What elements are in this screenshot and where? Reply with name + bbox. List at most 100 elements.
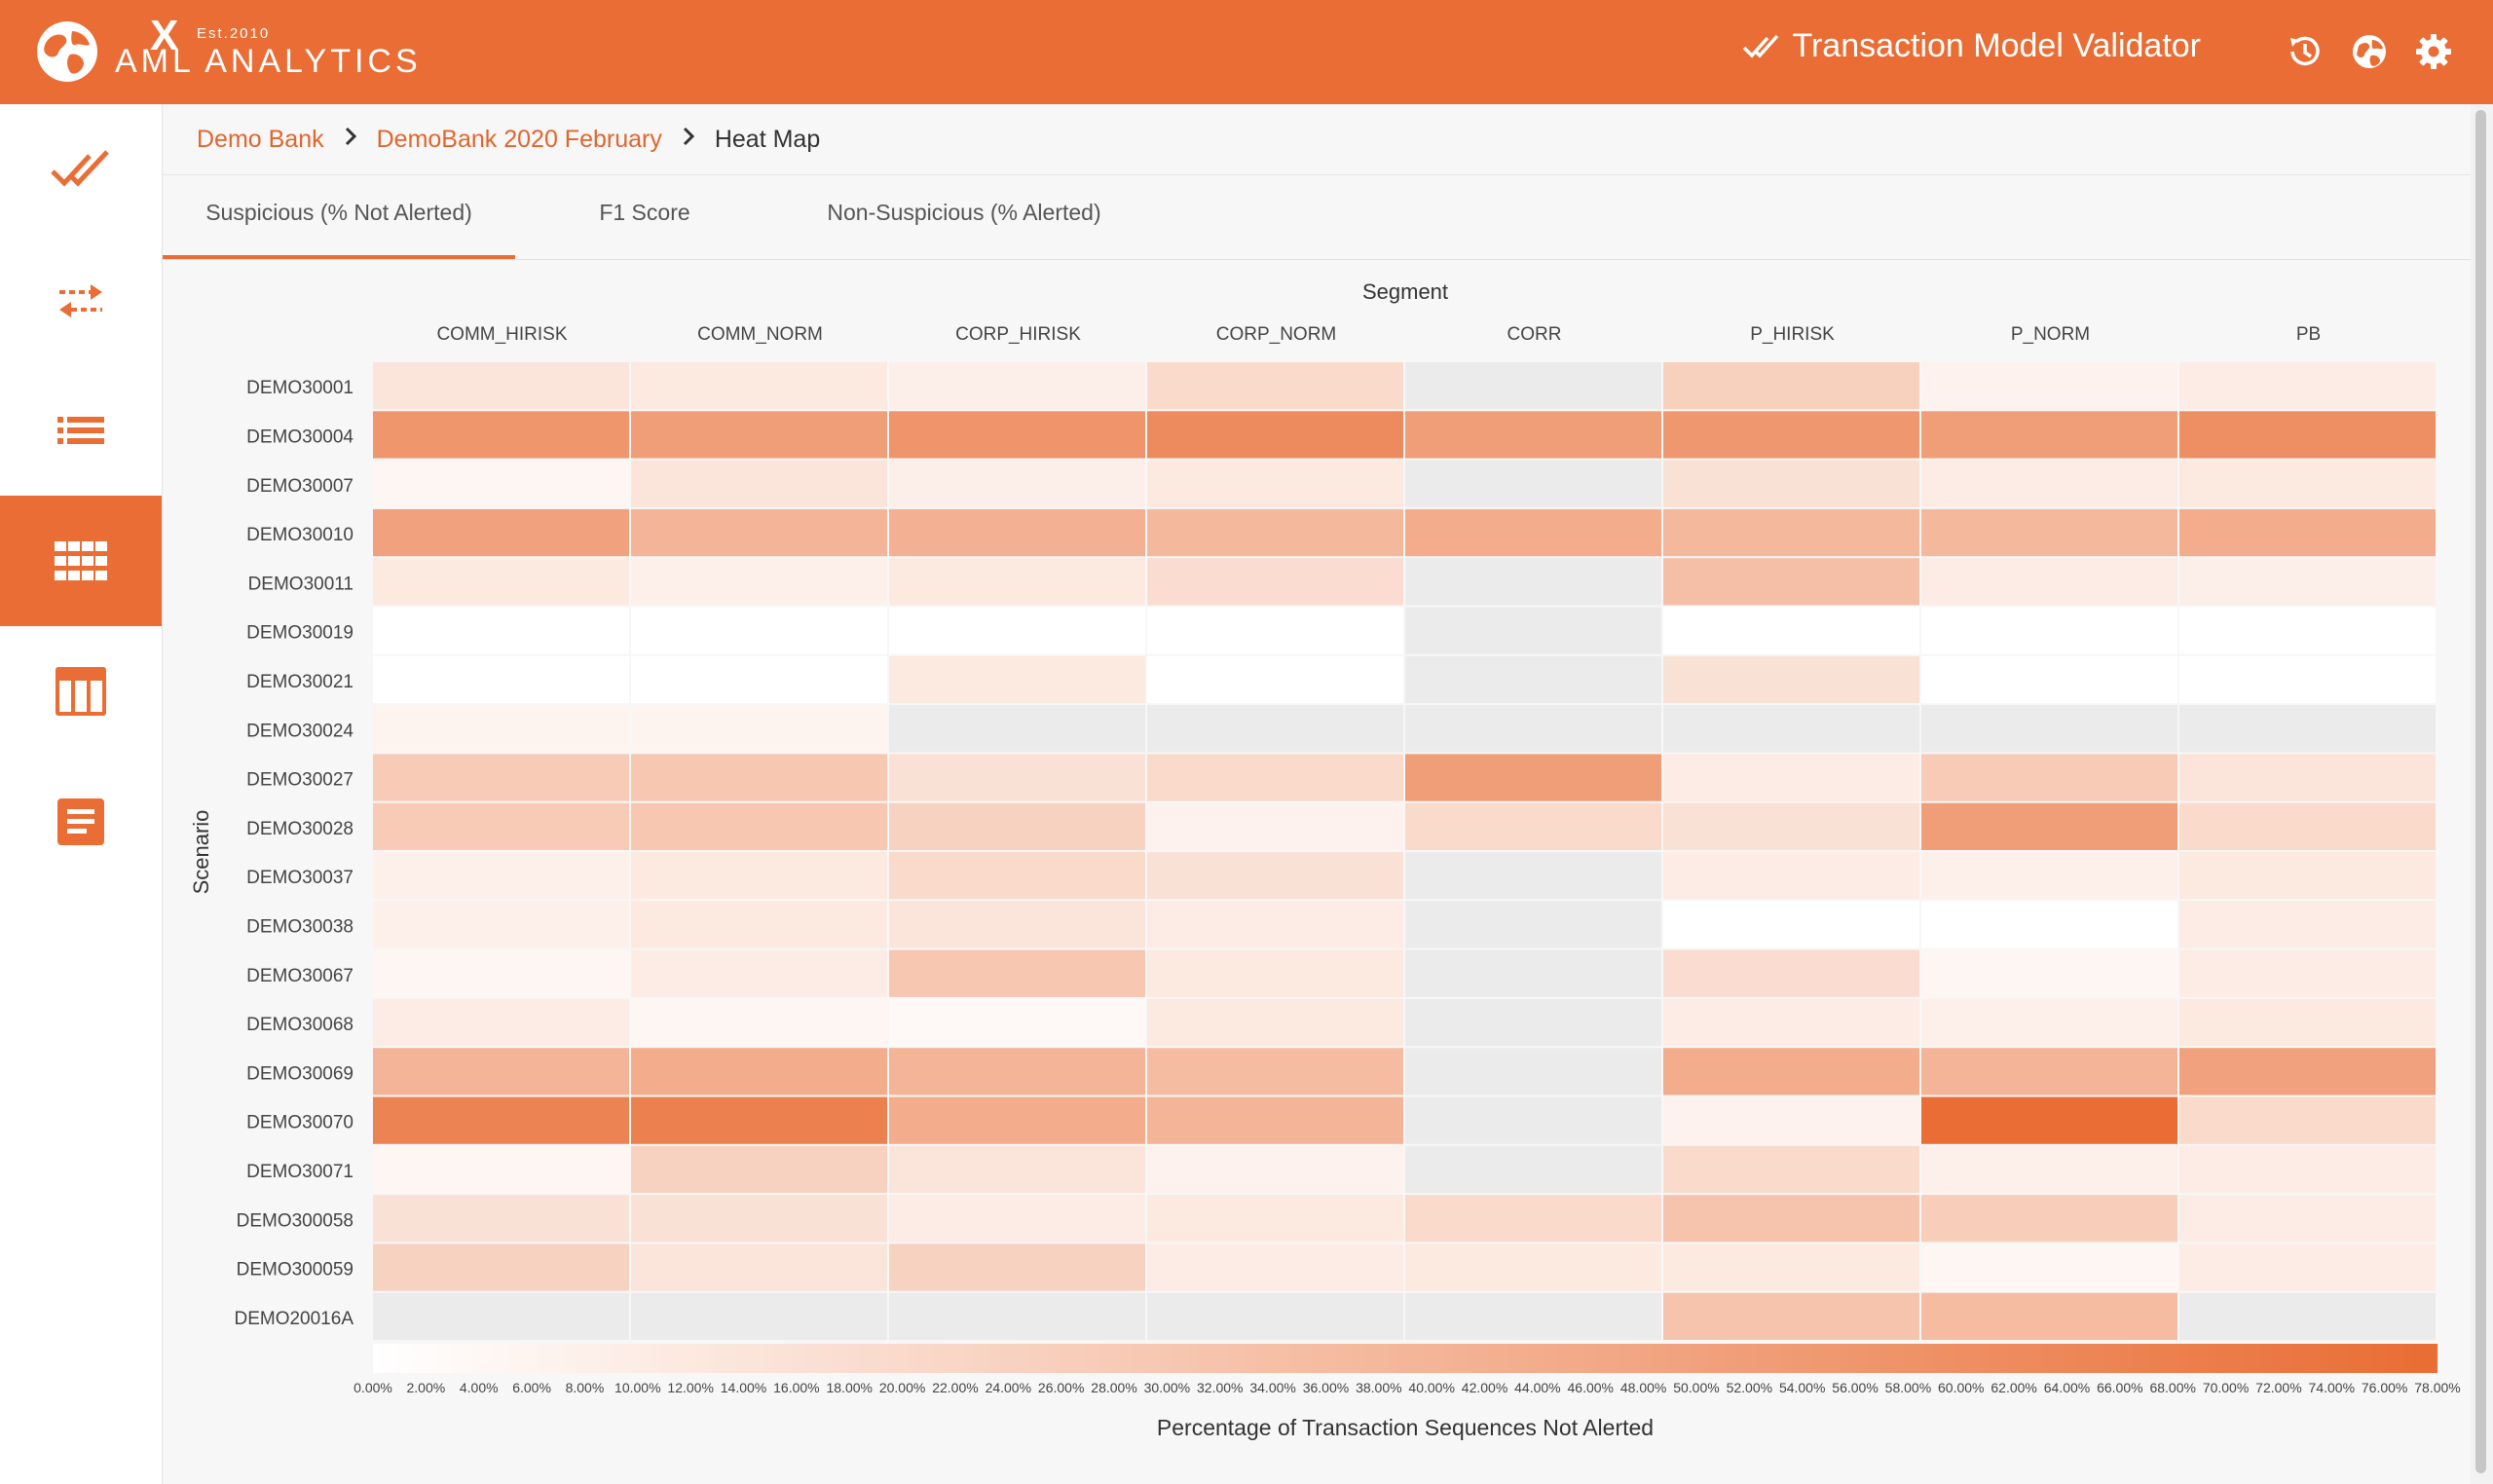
heatmap-cell bbox=[1921, 1096, 2177, 1144]
tab-non-suspicious-alerted[interactable]: Non-Suspicious (% Alerted) bbox=[827, 200, 1101, 225]
heatmap-cell bbox=[1663, 411, 1919, 459]
heatmap-cell bbox=[1663, 558, 1919, 606]
colorbar-tick-label: 46.00% bbox=[1568, 1380, 1614, 1395]
heatmap-cell bbox=[631, 1195, 887, 1243]
heatmap-cell bbox=[373, 1048, 629, 1095]
heatmap-cell bbox=[631, 607, 887, 654]
heatmap-cell bbox=[1147, 607, 1403, 654]
sidebar-item-transactions[interactable] bbox=[0, 235, 162, 365]
colorbar-tick-label: 12.00% bbox=[667, 1380, 713, 1395]
sidebar-item-heat-map[interactable] bbox=[0, 496, 162, 626]
heatmap-cell bbox=[631, 558, 887, 606]
heatmap-cell bbox=[1147, 802, 1403, 850]
heatmap-cell bbox=[1663, 852, 1919, 900]
heatmap-cell bbox=[1147, 1145, 1403, 1194]
heatmap-cell bbox=[889, 1243, 1145, 1291]
heatmap-cell bbox=[889, 655, 1145, 704]
heatmap-cell bbox=[1147, 1292, 1403, 1340]
company-logo[interactable]: X Est.2010 AML ANALYTICS bbox=[35, 12, 418, 86]
heatmap-cell bbox=[373, 460, 629, 507]
heatmap-cell bbox=[1663, 1292, 1919, 1340]
double-check-icon bbox=[51, 150, 109, 187]
colorbar-tick-label: 16.00% bbox=[773, 1380, 819, 1395]
row-label: DEMO30069 bbox=[246, 1063, 353, 1084]
colorbar bbox=[373, 1344, 2437, 1373]
heatmap-cell bbox=[1921, 1048, 2177, 1095]
heatmap-cell bbox=[373, 705, 629, 753]
colorbar-tick-label: 20.00% bbox=[879, 1380, 925, 1395]
list-icon bbox=[57, 417, 104, 444]
breadcrumb-demo-bank[interactable]: Demo Bank bbox=[197, 126, 324, 153]
colorbar-tick-label: 14.00% bbox=[721, 1380, 766, 1395]
gear-icon[interactable] bbox=[2414, 32, 2453, 71]
heatmap-cell bbox=[1147, 1243, 1403, 1291]
row-label: DEMO30011 bbox=[248, 574, 353, 594]
colorbar-tick-label: 34.00% bbox=[1249, 1380, 1295, 1395]
heatmap-cell bbox=[1921, 508, 2177, 557]
heatmap-cell bbox=[631, 362, 887, 410]
heatmap-cell bbox=[631, 802, 887, 850]
heatmap-cell bbox=[1147, 949, 1403, 997]
heatmap-cell bbox=[2179, 508, 2436, 557]
heatmap-cell bbox=[631, 1292, 887, 1340]
heatmap-cell bbox=[631, 754, 887, 801]
colorbar-tick-label: 40.00% bbox=[1408, 1380, 1454, 1395]
heatmap-cell bbox=[2179, 901, 2436, 948]
heatmap-cell bbox=[889, 949, 1145, 997]
colorbar-tick-label: 44.00% bbox=[1514, 1380, 1560, 1395]
colorbar-tick-label: 8.00% bbox=[566, 1380, 605, 1395]
heatmap-cell bbox=[2179, 852, 2436, 900]
breadcrumb-demobank-2020-february[interactable]: DemoBank 2020 February bbox=[376, 126, 662, 153]
heatmap-cell bbox=[1405, 1145, 1661, 1194]
sidebar-item-validator[interactable] bbox=[0, 104, 162, 235]
tab-suspicious-not-alerted[interactable]: Suspicious (% Not Alerted) bbox=[163, 175, 515, 259]
globe-icon[interactable] bbox=[2350, 32, 2389, 71]
scrollbar-thumb[interactable] bbox=[2475, 110, 2486, 1473]
colorbar-tick-label: 0.00% bbox=[353, 1380, 392, 1395]
colorbar-tick-label: 26.00% bbox=[1038, 1380, 1084, 1395]
heatmap-chart: Segment COMM_HIRISK COMM_NORM CORP_HIRISK CO… bbox=[189, 279, 2461, 1440]
heatmap-cell bbox=[1405, 949, 1661, 997]
column-label: P_HIRISK bbox=[1750, 324, 1835, 345]
sidebar-item-table[interactable] bbox=[0, 626, 162, 757]
tab-f1-score[interactable]: F1 Score bbox=[599, 200, 690, 225]
heatmap-cell bbox=[1405, 362, 1661, 410]
heatmap-cell bbox=[631, 460, 887, 507]
history-icon[interactable] bbox=[2285, 32, 2324, 71]
heatmap-cell bbox=[373, 508, 629, 557]
heatmap-cell bbox=[889, 508, 1145, 557]
heatmap-cell bbox=[889, 1048, 1145, 1095]
heatmap-cell bbox=[1147, 411, 1403, 459]
heatmap-cell bbox=[1663, 949, 1919, 997]
main-content: Demo Bank DemoBank 2020 February Heat Ma… bbox=[163, 104, 2471, 1484]
heatmap-cell bbox=[1921, 852, 2177, 900]
colorbar-tick-label: 10.00% bbox=[614, 1380, 660, 1395]
colorbar-tick-label: 60.00% bbox=[1938, 1380, 1984, 1395]
heatmap-cell bbox=[2179, 362, 2436, 410]
colorbar-tick-label: 64.00% bbox=[2044, 1380, 2090, 1395]
heatmap-cell bbox=[1405, 998, 1661, 1047]
heatmap-cell bbox=[1921, 1145, 2177, 1194]
heatmap-cell bbox=[1663, 998, 1919, 1047]
sidebar-item-list[interactable] bbox=[0, 365, 162, 496]
heatmap-cell bbox=[2179, 1145, 2436, 1194]
heatmap-cell bbox=[889, 1195, 1145, 1243]
row-label: DEMO30071 bbox=[246, 1162, 353, 1182]
heatmap-cell bbox=[1921, 607, 2177, 654]
row-label: DEMO30068 bbox=[246, 1015, 353, 1035]
heatmap-cell bbox=[889, 558, 1145, 606]
heatmap-cell bbox=[2179, 998, 2436, 1047]
heatmap-cell bbox=[1147, 1048, 1403, 1095]
heatmap-cell bbox=[373, 1195, 629, 1243]
heatmap-cell bbox=[889, 998, 1145, 1047]
page-scrollbar[interactable] bbox=[2471, 104, 2493, 1484]
heatmap-cell bbox=[373, 362, 629, 410]
colorbar-tick-label: 28.00% bbox=[1091, 1380, 1136, 1395]
colorbar-tick-label: 42.00% bbox=[1462, 1380, 1507, 1395]
heatmap-cell bbox=[2179, 949, 2436, 997]
logo-x-mark: X bbox=[150, 12, 179, 59]
heatmap-cell bbox=[373, 852, 629, 900]
heatmap-cell bbox=[1921, 754, 2177, 801]
column-label: P_NORM bbox=[2011, 324, 2090, 345]
sidebar-item-report[interactable] bbox=[0, 757, 162, 887]
